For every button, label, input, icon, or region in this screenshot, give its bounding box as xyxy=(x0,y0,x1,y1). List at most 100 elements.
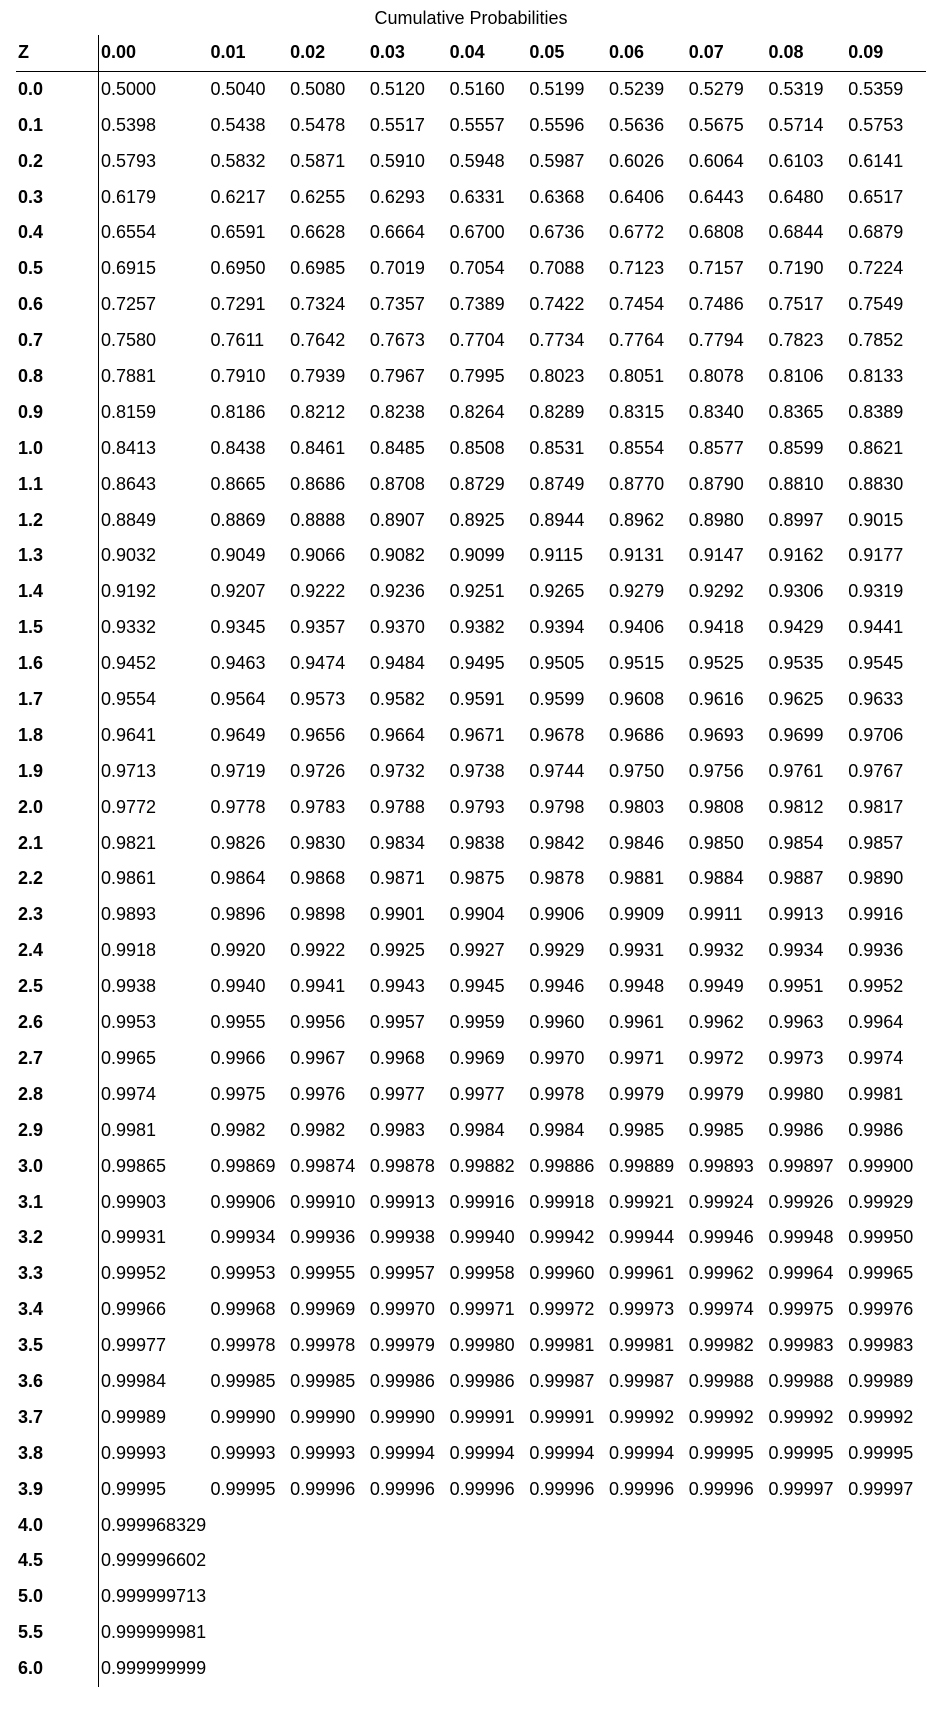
cell xyxy=(448,1508,528,1544)
cell: 0.9951 xyxy=(766,969,846,1005)
cell: 0.9821 xyxy=(98,826,208,862)
cell: 0.5398 xyxy=(98,108,208,144)
cell: 0.99992 xyxy=(846,1400,926,1436)
cell: 0.9913 xyxy=(766,897,846,933)
cell: 0.9957 xyxy=(368,1005,448,1041)
cell: 0.8962 xyxy=(607,503,687,539)
col-header: 0.01 xyxy=(208,35,288,71)
cell: 0.99965 xyxy=(846,1256,926,1292)
cell: 0.9793 xyxy=(448,790,528,826)
cell: 0.99983 xyxy=(766,1328,846,1364)
cell: 0.99955 xyxy=(288,1256,368,1292)
cell: 0.5987 xyxy=(527,144,607,180)
cell xyxy=(607,1579,687,1615)
cell: 0.5000 xyxy=(98,71,208,107)
col-header: 0.05 xyxy=(527,35,607,71)
cell: 0.8078 xyxy=(687,359,767,395)
cell: 0.99897 xyxy=(766,1149,846,1185)
cell: 0.99926 xyxy=(766,1185,846,1221)
cell: 0.7422 xyxy=(527,287,607,323)
row-header: 2.0 xyxy=(16,790,98,826)
table-row: 3.50.999770.999780.999780.999790.999800.… xyxy=(16,1328,926,1364)
cell: 0.9382 xyxy=(448,610,528,646)
cell: 0.99950 xyxy=(846,1220,926,1256)
cell: 0.9982 xyxy=(288,1113,368,1149)
cell: 0.9961 xyxy=(607,1005,687,1041)
table-row: 1.00.84130.84380.84610.84850.85080.85310… xyxy=(16,431,926,467)
cell: 0.6217 xyxy=(208,180,288,216)
cell: 0.99978 xyxy=(208,1328,288,1364)
cell: 0.8888 xyxy=(288,503,368,539)
cell: 0.99957 xyxy=(368,1256,448,1292)
cell: 0.8665 xyxy=(208,467,288,503)
cell: 0.9972 xyxy=(687,1041,767,1077)
cell: 0.9861 xyxy=(98,861,208,897)
cell: 0.7257 xyxy=(98,287,208,323)
table-row: 1.70.95540.95640.95730.95820.95910.95990… xyxy=(16,682,926,718)
cell: 0.99994 xyxy=(527,1436,607,1472)
cell: 0.8264 xyxy=(448,395,528,431)
table-row: 2.70.99650.99660.99670.99680.99690.99700… xyxy=(16,1041,926,1077)
cell: 0.9922 xyxy=(288,933,368,969)
cell: 0.9983 xyxy=(368,1113,448,1149)
cell: 0.9911 xyxy=(687,897,767,933)
cell: 0.9484 xyxy=(368,646,448,682)
cell: 0.9732 xyxy=(368,754,448,790)
cell: 0.99987 xyxy=(607,1364,687,1400)
table-body: 0.00.50000.50400.50800.51200.51600.51990… xyxy=(16,71,926,1687)
cell: 0.99910 xyxy=(288,1185,368,1221)
cell: 0.8554 xyxy=(607,431,687,467)
cell: 0.9969 xyxy=(448,1041,528,1077)
cell: 0.9678 xyxy=(527,718,607,754)
cell: 0.99992 xyxy=(687,1400,767,1436)
table-header-row: Z0.000.010.020.030.040.050.060.070.080.0… xyxy=(16,35,926,71)
cell xyxy=(766,1543,846,1579)
cell: 0.5517 xyxy=(368,108,448,144)
cell: 0.99994 xyxy=(448,1436,528,1472)
cell: 0.9357 xyxy=(288,610,368,646)
cell: 0.9744 xyxy=(527,754,607,790)
col-header: 0.04 xyxy=(448,35,528,71)
cell: 0.9884 xyxy=(687,861,767,897)
cell: 0.9265 xyxy=(527,574,607,610)
cell xyxy=(687,1508,767,1544)
cell: 0.6255 xyxy=(288,180,368,216)
cell: 0.5279 xyxy=(687,71,767,107)
cell: 0.9656 xyxy=(288,718,368,754)
cell: 0.5948 xyxy=(448,144,528,180)
cell xyxy=(846,1615,926,1651)
cell xyxy=(368,1543,448,1579)
cell: 0.8413 xyxy=(98,431,208,467)
cell: 0.9713 xyxy=(98,754,208,790)
row-header: 0.7 xyxy=(16,323,98,359)
row-header: 1.5 xyxy=(16,610,98,646)
cell xyxy=(208,1508,288,1544)
cell: 0.9967 xyxy=(288,1041,368,1077)
cell: 0.99958 xyxy=(448,1256,528,1292)
cell: 0.9279 xyxy=(607,574,687,610)
cell: 0.7580 xyxy=(98,323,208,359)
cell xyxy=(288,1579,368,1615)
cell: 0.5359 xyxy=(846,71,926,107)
row-header: 3.1 xyxy=(16,1185,98,1221)
cell: 0.9893 xyxy=(98,897,208,933)
cell: 0.9778 xyxy=(208,790,288,826)
cell: 0.9898 xyxy=(288,897,368,933)
cell: 0.5636 xyxy=(607,108,687,144)
cell: 0.9925 xyxy=(368,933,448,969)
cell xyxy=(766,1579,846,1615)
row-header: 3.9 xyxy=(16,1472,98,1508)
cell: 0.7549 xyxy=(846,287,926,323)
row-header: 1.6 xyxy=(16,646,98,682)
cell: 0.99970 xyxy=(368,1292,448,1328)
cell: 0.8708 xyxy=(368,467,448,503)
cell: 0.99913 xyxy=(368,1185,448,1221)
cell: 0.999999999 xyxy=(98,1651,208,1687)
cell xyxy=(368,1579,448,1615)
row-header: 2.5 xyxy=(16,969,98,1005)
cell xyxy=(687,1615,767,1651)
cell: 0.9788 xyxy=(368,790,448,826)
cell: 0.9207 xyxy=(208,574,288,610)
cell: 0.9984 xyxy=(527,1113,607,1149)
cell: 0.6103 xyxy=(766,144,846,180)
